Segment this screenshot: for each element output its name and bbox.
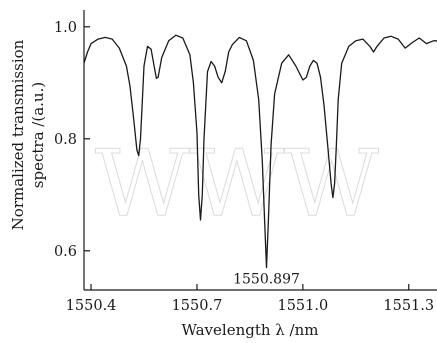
y-tick-label: 1.0 [54, 20, 77, 36]
y-tick-label: 0.6 [54, 244, 77, 260]
y-tick-label: 0.8 [54, 132, 77, 148]
annotation-peak-wavelength: 1550.897 [233, 272, 300, 288]
x-tick-label: 1551.0 [277, 298, 328, 314]
y-axis-label-line-1: Normalized transmission [9, 39, 27, 230]
x-axis-ticks: 1550.4 1550.7 1551.0 1551.3 [66, 284, 434, 314]
series-group [83, 34, 437, 269]
x-axis-label: Wavelength λ /nm [181, 321, 318, 339]
y-axis-ticks: 0.6 0.8 1.0 [54, 20, 90, 260]
watermark: WWW [95, 130, 379, 237]
y-axis-label: Normalized transmission spectra /(a.u.) [9, 39, 47, 230]
x-tick-label: 1550.7 [172, 298, 223, 314]
y-axis-label-line-2: spectra /(a.u.) [29, 82, 47, 188]
x-tick-label: 1551.3 [383, 298, 434, 314]
transmission-spectrum-line [83, 34, 437, 269]
x-tick-label: 1550.4 [66, 298, 117, 314]
